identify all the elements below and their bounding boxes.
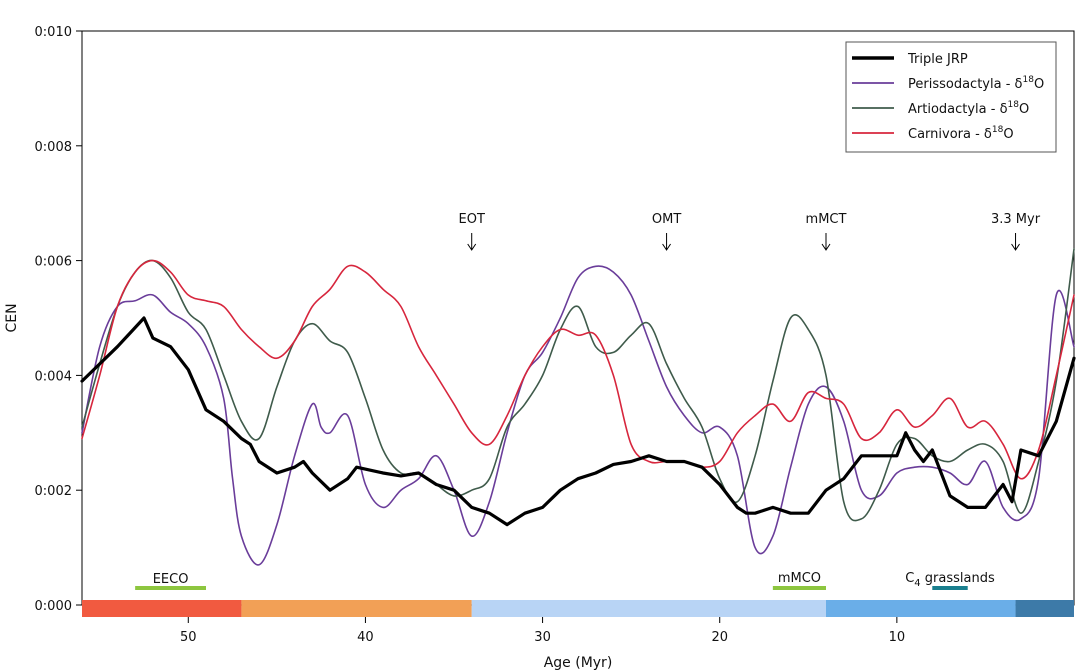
series-line-carnivora-18o bbox=[81, 259, 1075, 480]
event-label-omt: OMT bbox=[652, 212, 681, 227]
x-axis-title: Age (Myr) bbox=[544, 655, 613, 671]
event-markers: EOT OMT mMCT 3.3 Myr bbox=[459, 212, 1041, 251]
x-tick-label: 20 bbox=[711, 630, 728, 645]
marker-label-eeco: EECO bbox=[153, 572, 189, 587]
x-tick-label: 10 bbox=[889, 630, 906, 645]
event-label-eot: EOT bbox=[459, 212, 485, 227]
legend-label-carnivora-18o: Carnivora - δ18O bbox=[908, 125, 1014, 142]
period-markers: EECO mMCO C4 grasslands bbox=[135, 571, 995, 590]
epoch-band-2 bbox=[241, 600, 472, 617]
legend-label-artiodactyla-18o: Artiodactyla - δ18O bbox=[908, 100, 1029, 117]
y-tick-label: 0:004 bbox=[35, 369, 72, 384]
event-arrow-omt bbox=[662, 233, 671, 251]
epoch-band-4 bbox=[826, 600, 1016, 617]
y-tick-label: 0:006 bbox=[35, 255, 72, 270]
epoch-band-5 bbox=[1015, 600, 1074, 617]
y-tick-label: 0:010 bbox=[35, 25, 72, 40]
y-tick-label: 0:002 bbox=[35, 484, 72, 499]
epoch-bands bbox=[82, 600, 1074, 617]
event-arrow-mmct bbox=[821, 233, 831, 251]
epoch-band-3 bbox=[471, 600, 826, 617]
x-tick-label: 40 bbox=[357, 630, 374, 645]
y-tick-label: 0:008 bbox=[35, 140, 72, 155]
event-label-3-3-myr: 3.3 Myr bbox=[991, 212, 1041, 227]
event-label-mmct: mMCT bbox=[806, 212, 847, 227]
x-tick-label: 50 bbox=[180, 630, 197, 645]
series-layer bbox=[80, 248, 1076, 566]
legend: Triple JRP Perissodactyla - δ18O Artiodact… bbox=[845, 41, 1057, 153]
y-axis-title: CEN bbox=[4, 303, 20, 332]
x-tick-label: 30 bbox=[534, 630, 551, 645]
legend-label-triple-jrp: Triple JRP bbox=[907, 52, 968, 67]
series-line-artiodactyla-18o bbox=[81, 248, 1075, 522]
marker-label-mmco: mMCO bbox=[778, 571, 821, 586]
series-line-triple-jrp bbox=[80, 316, 1076, 527]
legend-label-perissodactyla-18o: Perissodactyla - δ18O bbox=[908, 75, 1044, 92]
y-tick-label: 0:000 bbox=[35, 599, 72, 614]
series-line-perissodactyla-18o bbox=[81, 265, 1075, 566]
event-arrow-eot bbox=[467, 233, 477, 251]
marker-label-c4-grasslands: C4 grasslands bbox=[905, 571, 995, 589]
axes: 0:000 0:002 0:004 0:006 0:008 0:010 50 40 30 20 10 bbox=[35, 25, 906, 645]
epoch-band-1 bbox=[82, 600, 242, 617]
event-arrow-3-3-myr bbox=[1011, 233, 1020, 251]
